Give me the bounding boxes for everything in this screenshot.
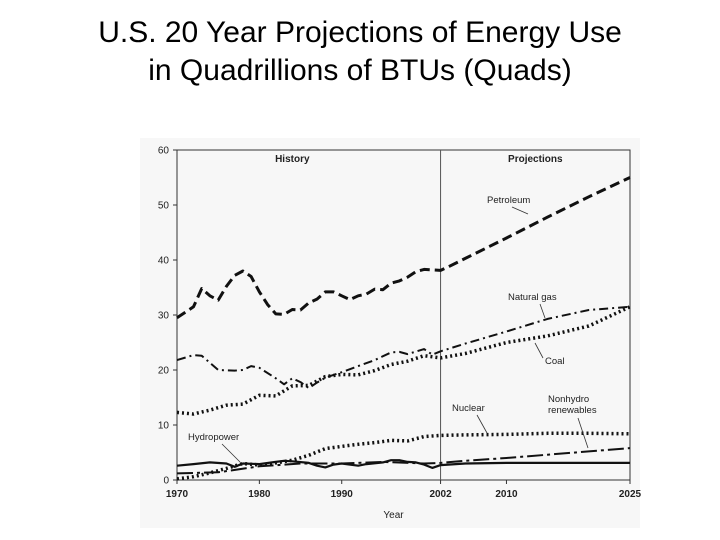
y-tick-label: 50 [158, 201, 170, 212]
y-tick-label: 60 [158, 146, 170, 157]
x-tick-label: 2002 [429, 489, 452, 500]
series-label-coal: Coal [545, 356, 565, 367]
leader-line-hydropower [221, 443, 241, 463]
x-tick-label: 1990 [331, 489, 354, 500]
leader-line-nonhydro-renewables [577, 417, 589, 449]
y-tick-label: 20 [158, 366, 170, 377]
y-tick-label: 40 [158, 256, 170, 267]
series-label-nuclear: Nuclear [452, 403, 485, 414]
y-tick-label: 10 [158, 421, 170, 432]
y-tick-label: 30 [158, 311, 170, 322]
x-tick-label: 1980 [248, 489, 271, 500]
slide-title-line2: in Quadrillions of BTUs (Quads) [148, 54, 572, 87]
series-label-hydropower: Hydropower [188, 432, 239, 443]
series-line-petroleum [176, 176, 631, 320]
projections-region-label: Projections [508, 154, 563, 165]
leader-line-natural-gas [539, 303, 546, 319]
series-line-coal [176, 305, 631, 416]
series-label-nonhydro-renewables: Nonhydro renewables [548, 394, 597, 416]
chart-background [140, 138, 640, 528]
leader-line-petroleum [511, 206, 529, 215]
series-line-hydropower [176, 459, 630, 469]
y-tick-label: 0 [163, 476, 169, 487]
x-tick-label: 2025 [619, 489, 642, 500]
slide-title-line1: U.S. 20 Year Projections of Energy Use [98, 16, 622, 49]
slide-title: U.S. 20 Year Projections of Energy Use i… [0, 14, 720, 90]
x-tick-label: 2010 [495, 489, 518, 500]
leader-line-nuclear [476, 414, 488, 434]
series-label-natural-gas: Natural gas [508, 292, 557, 303]
x-axis-label: Year [383, 510, 404, 521]
x-tick-label: 1970 [166, 489, 189, 500]
leader-line-coal [534, 342, 544, 359]
series-label-petroleum: Petroleum [487, 195, 530, 206]
history-region-label: History [275, 154, 310, 165]
